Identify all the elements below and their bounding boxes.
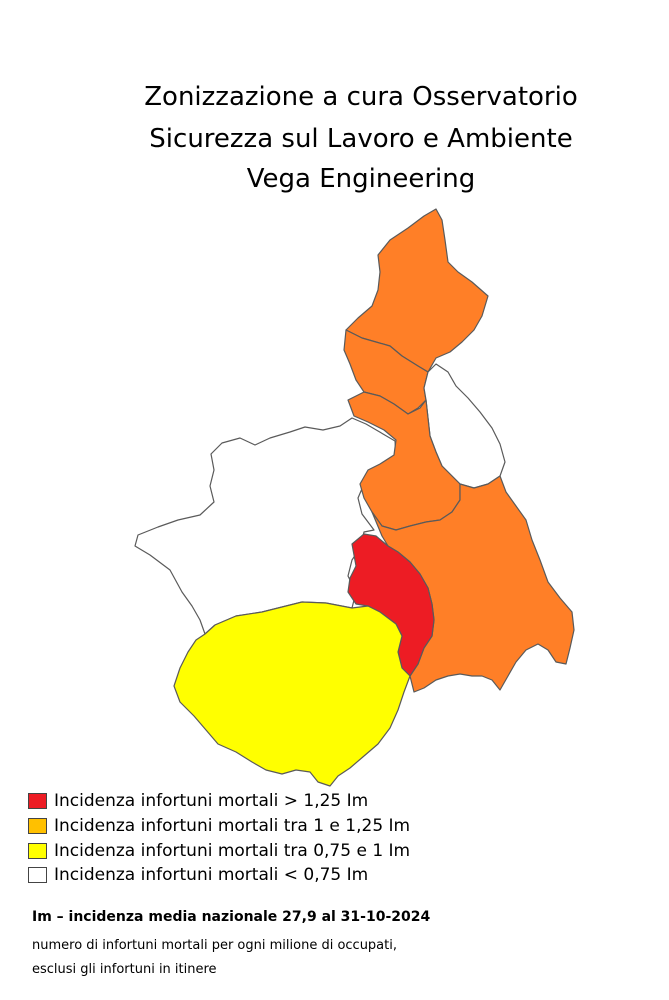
note-heading-term: Im <box>32 909 52 925</box>
legend-label-white: Incidenza infortuni mortali < 0,75 Im <box>54 865 369 885</box>
note-heading: Im – incidenza media nazionale 27,9 al 3… <box>32 909 430 925</box>
region-asti <box>347 533 435 677</box>
legend-swatch-white <box>28 867 47 883</box>
legend-swatch-orange <box>28 818 47 834</box>
legend-item-yellow: Incidenza infortuni mortali tra 0,75 e 1… <box>28 839 410 863</box>
legend-swatch-red <box>28 793 47 809</box>
legend-item-red: Incidenza infortuni mortali > 1,25 Im <box>28 789 368 813</box>
note-heading-text: – incidenza media nazionale 27,9 al 31-1… <box>51 909 431 925</box>
legend-label-red: Incidenza infortuni mortali > 1,25 Im <box>54 791 369 811</box>
legend-label-yellow: Incidenza infortuni mortali tra 0,75 e 1… <box>54 841 411 861</box>
map-title-line-3: Vega Engineering <box>246 164 476 194</box>
map-title-line-1: Zonizzazione a cura Osservatorio <box>144 82 578 112</box>
note-line-1: numero di infortuni mortali per ogni mil… <box>32 938 397 953</box>
region-cuneo <box>173 601 411 787</box>
legend-swatch-yellow <box>28 843 47 859</box>
map-title-line-2: Sicurezza sul Lavoro e Ambiente <box>149 124 573 154</box>
legend-item-white: Incidenza infortuni mortali < 0,75 Im <box>28 863 368 887</box>
legend-item-orange: Incidenza infortuni mortali tra 1 e 1,25… <box>28 814 410 838</box>
legend-label-orange: Incidenza infortuni mortali tra 1 e 1,25… <box>54 816 411 836</box>
region-biella <box>343 329 429 415</box>
note-line-2: esclusi gli infortuni in itinere <box>32 962 217 977</box>
